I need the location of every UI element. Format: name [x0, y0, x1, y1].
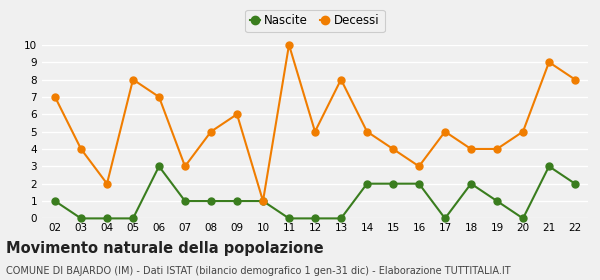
- Nascite: [337, 217, 344, 220]
- Decessi: [52, 95, 59, 99]
- Nascite: [233, 199, 241, 203]
- Decessi: [364, 130, 371, 133]
- Nascite: [155, 165, 163, 168]
- Nascite: [442, 217, 449, 220]
- Nascite: [130, 217, 137, 220]
- Nascite: [259, 199, 266, 203]
- Decessi: [77, 147, 85, 151]
- Decessi: [233, 113, 241, 116]
- Decessi: [208, 130, 215, 133]
- Nascite: [181, 199, 188, 203]
- Nascite: [415, 182, 422, 185]
- Decessi: [415, 165, 422, 168]
- Text: COMUNE DI BAJARDO (IM) - Dati ISTAT (bilancio demografico 1 gen-31 dic) - Elabor: COMUNE DI BAJARDO (IM) - Dati ISTAT (bil…: [6, 266, 511, 276]
- Nascite: [364, 182, 371, 185]
- Nascite: [493, 199, 500, 203]
- Nascite: [52, 199, 59, 203]
- Decessi: [103, 182, 110, 185]
- Decessi: [155, 95, 163, 99]
- Decessi: [286, 43, 293, 46]
- Nascite: [77, 217, 85, 220]
- Nascite: [545, 165, 553, 168]
- Text: Movimento naturale della popolazione: Movimento naturale della popolazione: [6, 241, 323, 256]
- Line: Nascite: Nascite: [52, 163, 578, 222]
- Decessi: [337, 78, 344, 81]
- Decessi: [571, 78, 578, 81]
- Decessi: [493, 147, 500, 151]
- Nascite: [571, 182, 578, 185]
- Decessi: [467, 147, 475, 151]
- Nascite: [103, 217, 110, 220]
- Nascite: [520, 217, 527, 220]
- Decessi: [389, 147, 397, 151]
- Decessi: [311, 130, 319, 133]
- Decessi: [442, 130, 449, 133]
- Decessi: [545, 60, 553, 64]
- Nascite: [208, 199, 215, 203]
- Nascite: [311, 217, 319, 220]
- Line: Decessi: Decessi: [52, 41, 578, 204]
- Decessi: [259, 199, 266, 203]
- Legend: Nascite, Decessi: Nascite, Decessi: [245, 10, 385, 32]
- Nascite: [389, 182, 397, 185]
- Decessi: [130, 78, 137, 81]
- Nascite: [286, 217, 293, 220]
- Nascite: [467, 182, 475, 185]
- Decessi: [520, 130, 527, 133]
- Decessi: [181, 165, 188, 168]
